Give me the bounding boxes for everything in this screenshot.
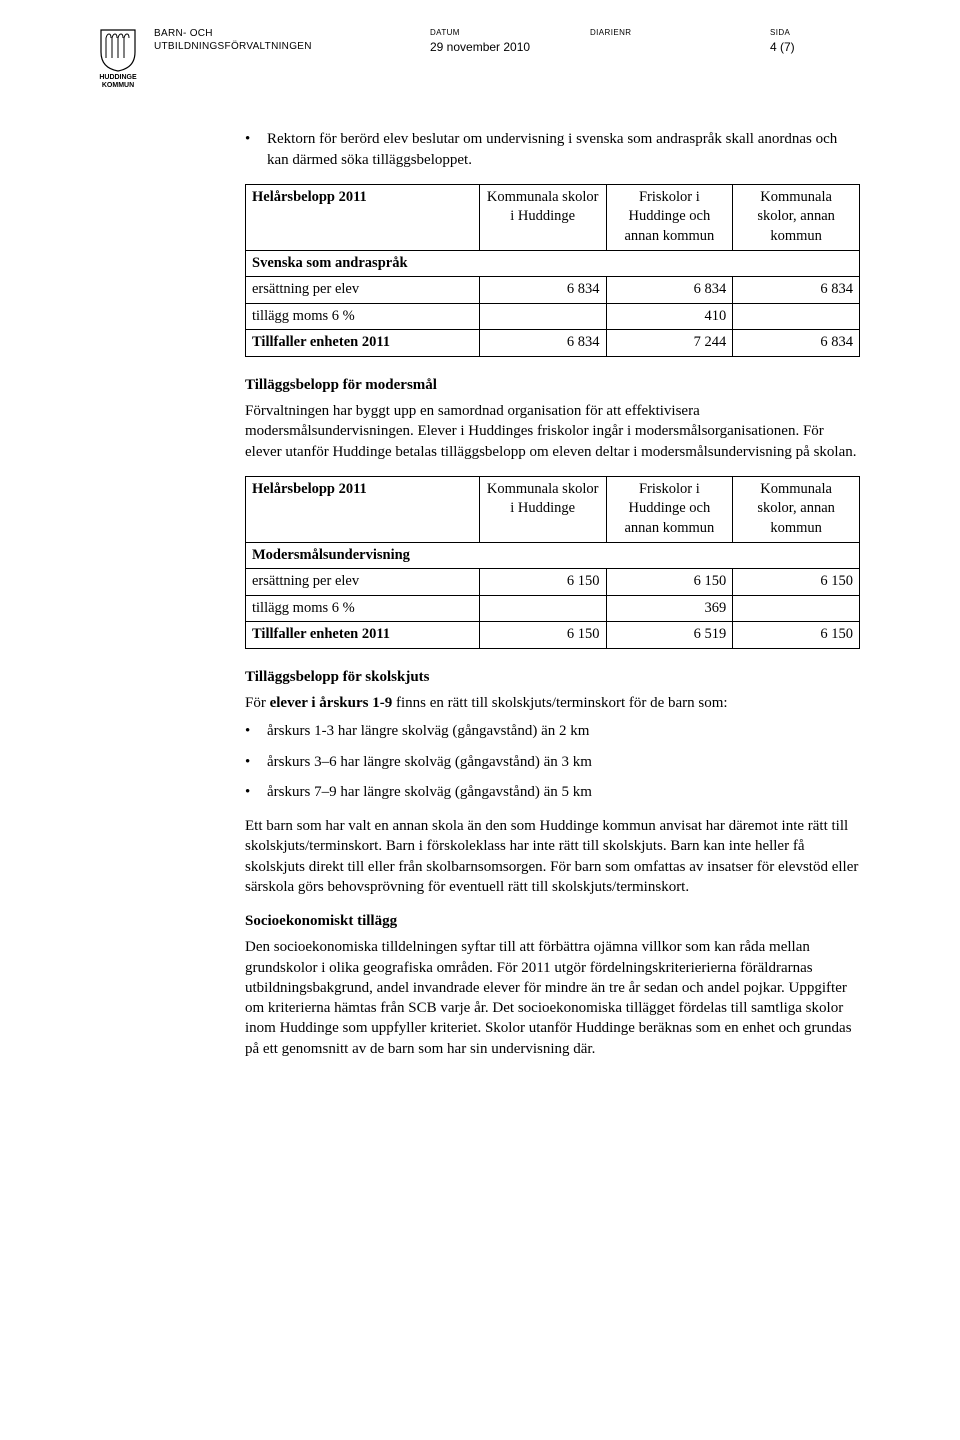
- table-cell: 7 244: [606, 330, 733, 357]
- list-item: •årskurs 3–6 har längre skolväg (gångavs…: [245, 752, 860, 772]
- list-item-text: årskurs 1-3 har längre skolväg (gångavst…: [267, 721, 589, 741]
- table-cell: 6 150: [479, 622, 606, 649]
- table-cell: [733, 303, 860, 330]
- skjuts-intro-bold: elever i årskurs 1-9: [270, 695, 393, 711]
- date-label: DATUM: [430, 28, 590, 39]
- table-col-header: Friskolor i Huddinge och annan kommun: [606, 476, 733, 542]
- table-cell: 369: [606, 595, 733, 622]
- table-cell: [733, 595, 860, 622]
- intro-bullet: • Rektorn för berörd elev beslutar om un…: [245, 129, 860, 170]
- diary-label: DIARIENR: [590, 28, 770, 39]
- page-number: 4 (7): [770, 39, 830, 55]
- table-cell: [479, 595, 606, 622]
- bullet-dot-icon: •: [245, 129, 267, 170]
- modersmal-paragraph: Förvaltningen har byggt upp en samordnad…: [245, 401, 860, 462]
- page-label: SIDA: [770, 28, 830, 39]
- skjuts-intro-pre: För: [245, 695, 270, 711]
- municipality-logo: HUDDINGE KOMMUN: [90, 28, 146, 89]
- table-cell: 6 834: [733, 330, 860, 357]
- table-cell: 6 150: [606, 569, 733, 596]
- table-cell: 6 834: [733, 277, 860, 304]
- table-row-label: ersättning per elev: [246, 569, 480, 596]
- page-meta: DATUM 29 november 2010 DIARIENR SIDA 4 (…: [430, 28, 860, 55]
- table-cell: 6 150: [733, 622, 860, 649]
- table-svenska-andrasprak: Helårsbelopp 2011 Kommunala skolor i Hud…: [245, 184, 860, 357]
- table-cell: 6 834: [606, 277, 733, 304]
- department-name: BARN- OCH UTBILDNINGSFÖRVALTNINGEN: [154, 28, 312, 53]
- bullet-dot-icon: •: [245, 752, 267, 772]
- table-col-header: Kommunala skolor, annan kommun: [733, 476, 860, 542]
- table-cell: 6 834: [479, 330, 606, 357]
- table-cell: 410: [606, 303, 733, 330]
- bullet-dot-icon: •: [245, 782, 267, 802]
- table-row-label: tillägg moms 6 %: [246, 303, 480, 330]
- list-item-text: årskurs 7–9 har längre skolväg (gångavst…: [267, 782, 592, 802]
- table-col-header: Kommunala skolor i Huddinge: [479, 476, 606, 542]
- table-col-header: Kommunala skolor i Huddinge: [479, 184, 606, 250]
- table-col-header: Kommunala skolor, annan kommun: [733, 184, 860, 250]
- list-item: •årskurs 7–9 har längre skolväg (gångavs…: [245, 782, 860, 802]
- table-cell: [479, 303, 606, 330]
- table-modersmal: Helårsbelopp 2011 Kommunala skolor i Hud…: [245, 476, 860, 649]
- skjuts-intro-post: finns en rätt till skolskjuts/terminskor…: [392, 695, 727, 711]
- table-row-label: Tillfaller enheten 2011: [246, 622, 480, 649]
- intro-bullet-text: Rektorn för berörd elev beslutar om unde…: [267, 129, 860, 170]
- dept-line2: UTBILDNINGSFÖRVALTNINGEN: [154, 41, 312, 54]
- table-col-header: Friskolor i Huddinge och annan kommun: [606, 184, 733, 250]
- table-cell: 6 834: [479, 277, 606, 304]
- logo-caption-line2: KOMMUN: [90, 82, 146, 90]
- table-cell: 6 150: [479, 569, 606, 596]
- logo-caption-line1: HUDDINGE: [90, 74, 146, 82]
- shield-icon: [98, 28, 138, 72]
- dept-line1: BARN- OCH: [154, 28, 312, 41]
- table-row-header: Helårsbelopp 2011: [246, 476, 480, 542]
- modersmal-heading: Tilläggsbelopp för modersmål: [245, 375, 860, 395]
- skolskjuts-list: •årskurs 1-3 har längre skolväg (gångavs…: [245, 721, 860, 802]
- socio-heading: Socioekonomiskt tillägg: [245, 911, 860, 931]
- table-row-header: Helårsbelopp 2011: [246, 184, 480, 250]
- table-row-label: ersättning per elev: [246, 277, 480, 304]
- table-subject: Modersmålsundervisning: [246, 542, 860, 569]
- skolskjuts-paragraph: Ett barn som har valt en annan skola än …: [245, 816, 860, 897]
- bullet-dot-icon: •: [245, 721, 267, 741]
- page-content: • Rektorn för berörd elev beslutar om un…: [245, 129, 860, 1058]
- socio-paragraph: Den socioekonomiska tilldelningen syftar…: [245, 937, 860, 1059]
- list-item-text: årskurs 3–6 har längre skolväg (gångavst…: [267, 752, 592, 772]
- skolskjuts-heading: Tilläggsbelopp för skolskjuts: [245, 667, 860, 687]
- page-header: HUDDINGE KOMMUN BARN- OCH UTBILDNINGSFÖR…: [90, 28, 860, 89]
- skolskjuts-intro: För elever i årskurs 1-9 finns en rätt t…: [245, 693, 860, 713]
- table-row-label: tillägg moms 6 %: [246, 595, 480, 622]
- date-value: 29 november 2010: [430, 39, 590, 55]
- table-cell: 6 519: [606, 622, 733, 649]
- table-cell: 6 150: [733, 569, 860, 596]
- table-subject: Svenska som andraspråk: [246, 250, 860, 277]
- table-row-label: Tillfaller enheten 2011: [246, 330, 480, 357]
- list-item: •årskurs 1-3 har längre skolväg (gångavs…: [245, 721, 860, 741]
